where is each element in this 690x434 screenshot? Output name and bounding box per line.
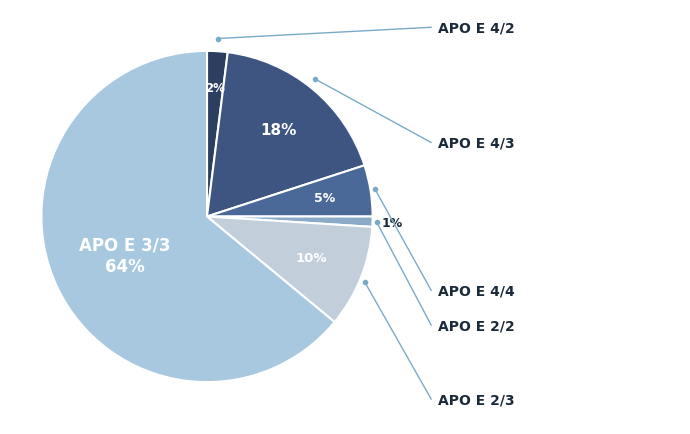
Wedge shape <box>207 217 373 322</box>
Text: 2%: 2% <box>205 82 225 95</box>
Text: 1%: 1% <box>382 216 403 229</box>
Text: APO E 2/3: APO E 2/3 <box>438 392 515 406</box>
Text: APO E 2/2: APO E 2/2 <box>438 319 515 332</box>
Wedge shape <box>207 53 364 217</box>
Text: 10%: 10% <box>296 252 328 265</box>
Text: APO E 3/3
64%: APO E 3/3 64% <box>79 237 170 275</box>
Text: APO E 4/3: APO E 4/3 <box>438 136 515 150</box>
Text: APO E 4/2: APO E 4/2 <box>438 21 515 35</box>
Text: APO E 4/4: APO E 4/4 <box>438 284 515 298</box>
Wedge shape <box>207 52 228 217</box>
Wedge shape <box>207 217 373 227</box>
Text: 5%: 5% <box>314 192 335 205</box>
Wedge shape <box>41 52 335 382</box>
Text: 18%: 18% <box>261 123 297 138</box>
Wedge shape <box>207 166 373 217</box>
